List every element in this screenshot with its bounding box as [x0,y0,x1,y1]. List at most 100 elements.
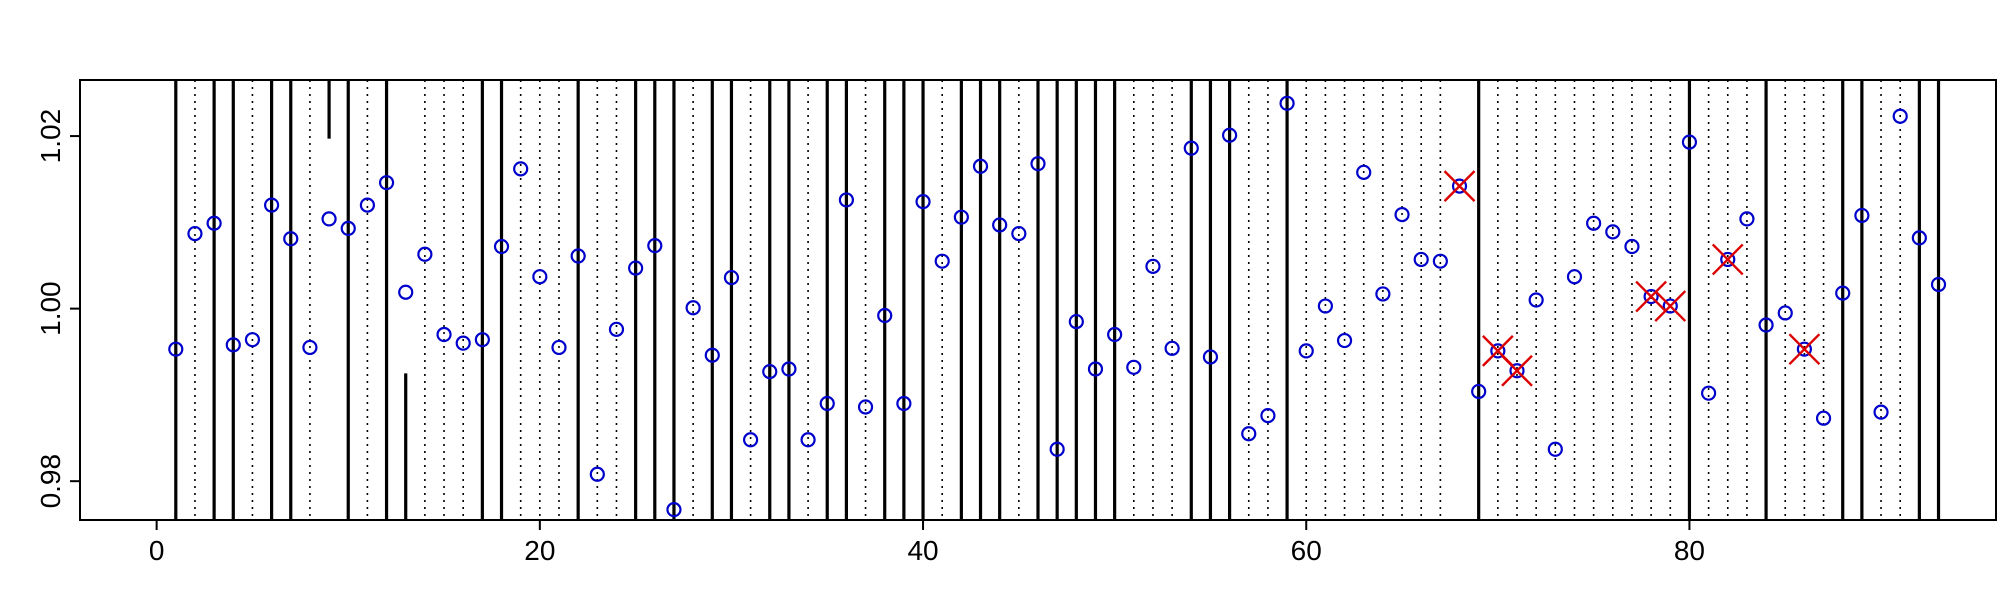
data-point [436,326,452,343]
data-point [1413,251,1429,268]
cross-marker [1654,290,1687,322]
data-point [187,225,203,242]
y-tick-label: 1.00 [35,281,66,336]
data-point [742,432,759,448]
cross-marker [1443,170,1476,202]
x-tick-label: 80 [1674,535,1705,566]
crossed-markers [1443,170,1821,387]
data-point [1068,313,1084,330]
data-point [168,341,184,357]
data-point [1394,206,1410,223]
data-point [551,339,567,356]
cross-marker [1711,243,1744,276]
data-point [1087,361,1104,377]
data-point [493,238,510,255]
y-axis: 0.98 1.00 1.02 [35,109,80,509]
data-point [589,466,605,482]
data-point [1643,288,1659,305]
data-point [1451,178,1468,194]
data-point [1720,251,1736,268]
cross-marker [1501,354,1533,387]
data-point [1547,441,1563,457]
data-point [1509,363,1525,379]
cross-marker [1635,280,1667,313]
data-point [608,321,625,337]
data-point [1241,426,1257,442]
data-point [1183,140,1199,156]
data-point [934,253,950,269]
data-point [762,364,778,380]
cross-marker [1788,333,1821,366]
x-tick-label: 20 [524,535,555,566]
data-point [398,284,414,300]
data-point [1279,95,1295,111]
data-point [1835,285,1851,301]
data-point [1930,276,1947,293]
data-point [972,158,989,174]
data-point [1049,441,1065,457]
data-point [1107,326,1123,343]
data-point [838,192,855,208]
data-point [723,269,740,286]
data-point [1356,164,1372,180]
data-point [1777,305,1793,321]
data-point [819,395,835,412]
data-point [302,339,318,356]
data-point [1796,341,1813,357]
data-point [1700,385,1717,401]
data-point [321,211,337,227]
data-point [1662,298,1678,314]
data-point [417,246,433,262]
data-point [704,347,720,363]
data-point [225,337,241,353]
data-point [953,209,969,225]
data-point [1298,343,1314,359]
data-point [896,395,912,412]
data-point [1471,383,1487,400]
data-point [264,197,280,213]
data-point [1375,286,1391,302]
data-point [666,502,682,518]
data-point [1336,332,1353,349]
data-point [1911,230,1927,246]
data-point [1892,108,1908,124]
x-tick-label: 40 [907,535,938,566]
data-point [455,335,471,351]
data-point [474,332,490,348]
data-point [532,269,548,285]
data-point [628,260,644,276]
data-point [1739,211,1755,227]
data-point [1586,215,1602,231]
data-point [1566,269,1583,285]
data-point [1490,343,1506,359]
data-point [1605,224,1621,240]
data-point [1126,359,1142,375]
data-point [1030,156,1046,172]
y-tick-label: 0.98 [35,454,66,509]
data-point [781,361,797,377]
vertical-lines [174,80,1941,520]
data-point [570,248,586,264]
data-point [1758,317,1774,333]
data-point [685,300,701,316]
data-point [1432,253,1448,269]
data-point [857,399,874,415]
data-point [1221,127,1238,143]
data-point [378,175,395,191]
data-point [1624,238,1640,255]
data-point [1202,349,1219,365]
data-point [1260,408,1276,424]
data-point [1164,340,1180,356]
data-point [1528,292,1544,308]
data-point [244,332,261,348]
data-point [800,432,816,448]
data-point [1873,404,1889,420]
data-point [283,231,299,247]
y-tick-label: 1.02 [35,109,66,164]
x-axis: 0 20 40 60 80 [149,520,1705,566]
data-point [877,307,893,324]
data-point [647,238,663,254]
data-point [1854,207,1870,224]
data-point [1681,134,1698,150]
